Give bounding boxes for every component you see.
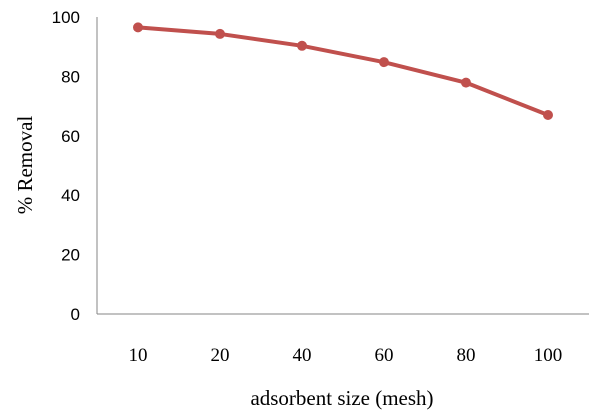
y-tick-label: 100: [52, 8, 80, 27]
x-tick-label: 10: [129, 345, 148, 366]
y-axis-title: % Removal: [13, 116, 37, 215]
x-tick-labels: 10 20 40 60 80 100: [129, 345, 563, 366]
y-tick-label: 60: [61, 127, 80, 146]
y-tick-label: 0: [71, 305, 80, 324]
x-tick-label: 100: [534, 345, 563, 366]
data-point: [297, 40, 307, 51]
y-tick-label: 80: [61, 67, 80, 86]
y-tick-label: 20: [61, 246, 80, 265]
x-tick-label: 60: [375, 345, 394, 366]
x-tick-label: 80: [457, 345, 476, 366]
x-tick-label: 20: [211, 345, 230, 366]
series-layer: [133, 22, 553, 121]
data-point: [215, 28, 225, 39]
data-point: [379, 57, 389, 68]
y-tick-label: 40: [61, 186, 80, 205]
x-tick-label: 40: [293, 345, 312, 366]
data-point: [133, 22, 143, 33]
data-point: [543, 110, 553, 121]
y-tick-labels: 0 20 40 60 80 100: [52, 8, 80, 324]
series-line: [136, 25, 550, 118]
x-axis-title: adsorbent size (mesh): [250, 386, 433, 410]
data-point: [461, 77, 471, 88]
